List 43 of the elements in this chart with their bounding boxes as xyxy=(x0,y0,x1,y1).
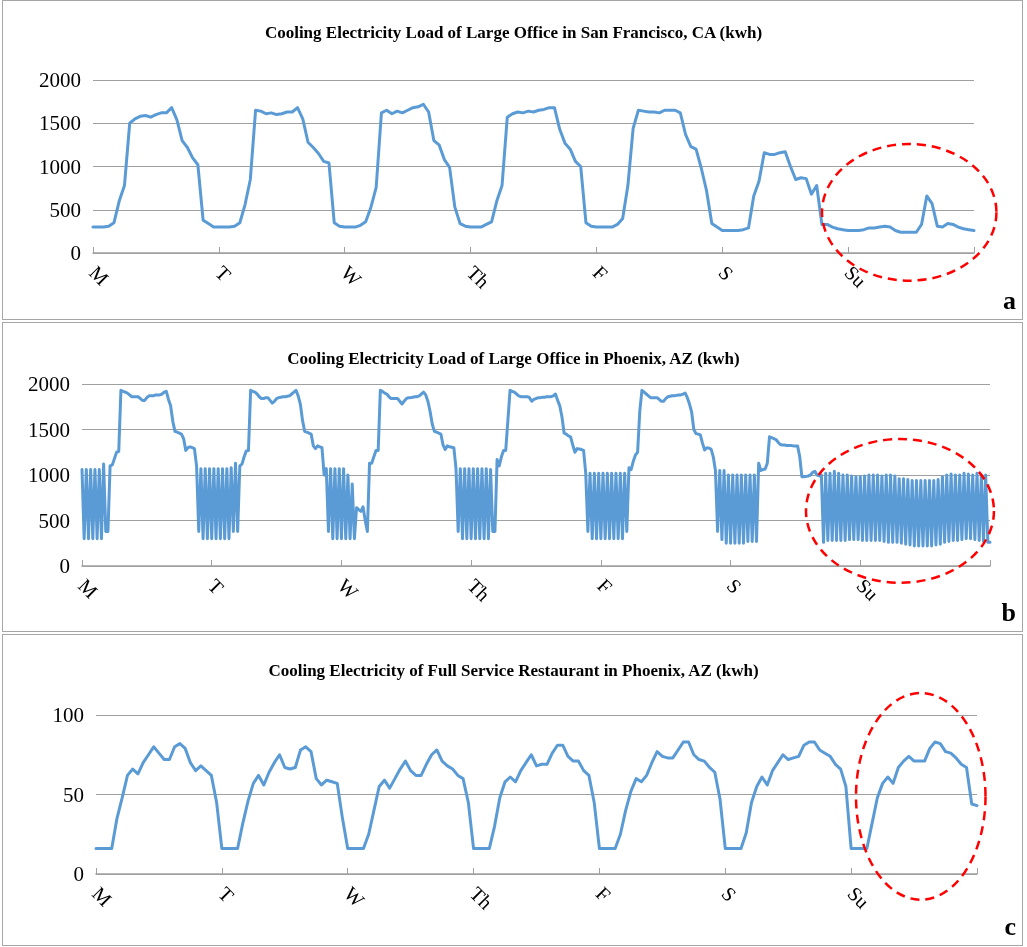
chart-title: Cooling Electricity Load of Large Office in Phoenix, AZ (kwh) xyxy=(287,349,740,368)
x-tick-label: Su xyxy=(852,574,883,605)
x-tick-label: Su xyxy=(843,882,874,913)
x-tick-label: F xyxy=(588,261,613,285)
x-tick-label: M xyxy=(85,261,114,290)
y-tick-label: 2000 xyxy=(39,68,81,92)
x-tick-label: F xyxy=(593,574,617,598)
x-tick-label: S xyxy=(722,574,747,598)
x-tick-label: Th xyxy=(463,574,495,606)
y-tick-label: 0 xyxy=(59,554,70,578)
line-series xyxy=(80,388,992,548)
x-tick-label: W xyxy=(339,882,369,912)
chart-title: Cooling Electricity Load of Large Office in San Francisco, CA (kwh) xyxy=(264,23,763,42)
text: a xyxy=(1003,285,1016,315)
y-tick-label: 2000 xyxy=(28,372,70,396)
x-tick-label: T xyxy=(214,882,239,907)
x-tick-label: F xyxy=(591,882,616,906)
text: b xyxy=(1001,597,1017,627)
text: c xyxy=(1004,911,1017,941)
y-tick-label: 0 xyxy=(70,241,81,265)
x-tick-label: M xyxy=(88,882,117,911)
x-tick-label: M xyxy=(74,574,103,603)
x-tick-label: W xyxy=(333,574,363,604)
chart-title: Cooling Electricity of Full Service Restaurant in Phoenix, AZ (kwh) xyxy=(268,661,759,680)
y-tick-label: 1500 xyxy=(28,417,70,442)
y-tick-label: 100 xyxy=(52,703,84,727)
y-tick-label: 1000 xyxy=(39,154,81,179)
line-series xyxy=(94,740,979,851)
y-tick-label: 500 xyxy=(49,197,81,222)
x-tick-label: T xyxy=(203,574,229,599)
x-tick-label: Th xyxy=(465,882,498,914)
y-tick-label: 1000 xyxy=(28,463,70,487)
x-tick-label: Su xyxy=(840,261,871,292)
x-tick-label: T xyxy=(211,261,236,286)
x-tick-label: S xyxy=(717,882,741,906)
y-tick-label: 50 xyxy=(63,782,84,807)
x-tick-label: W xyxy=(336,261,366,291)
y-tick-label: 1500 xyxy=(39,111,81,136)
y-tick-label: 500 xyxy=(38,508,70,533)
x-tick-label: S xyxy=(714,261,738,285)
x-tick-label: Th xyxy=(462,261,495,293)
y-tick-label: 0 xyxy=(73,862,84,886)
line-series xyxy=(91,102,976,234)
